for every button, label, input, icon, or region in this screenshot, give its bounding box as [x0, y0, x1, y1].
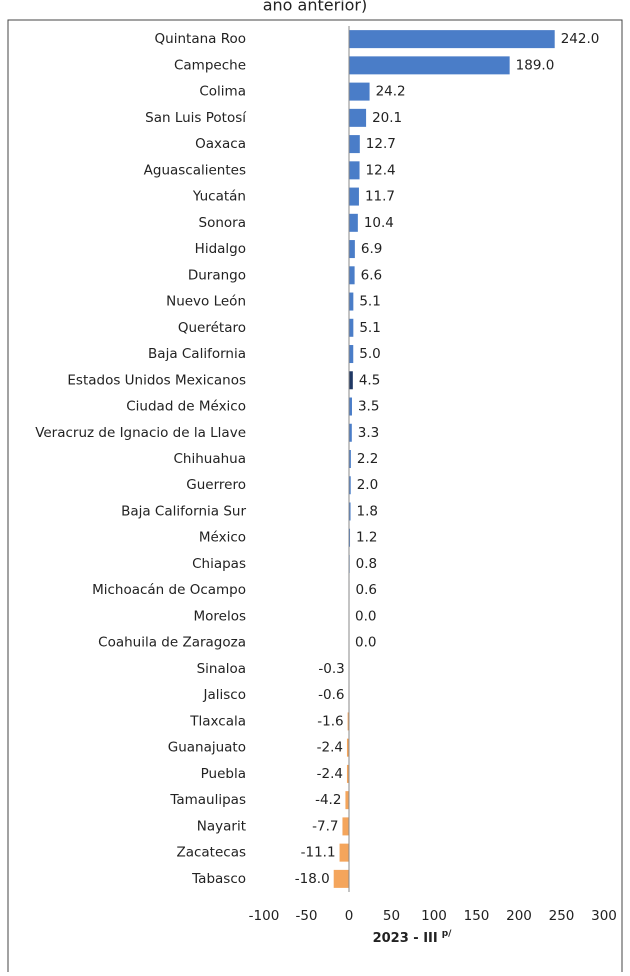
y-tick-label: Baja California Sur [121, 503, 246, 519]
bar [349, 214, 358, 232]
bar [349, 240, 355, 258]
y-tick-label: Guanajuato [168, 740, 246, 756]
value-label: 189.0 [516, 57, 555, 73]
x-tick-label: -50 [295, 908, 317, 924]
value-label: -4.2 [315, 792, 341, 808]
value-label: 3.5 [358, 399, 379, 415]
bar [349, 56, 510, 74]
y-tick-label: Quintana Roo [155, 31, 246, 47]
y-tick-label: Chiapas [192, 556, 246, 572]
value-label: -0.6 [318, 687, 344, 703]
bar [349, 319, 353, 337]
y-tick-label: Jalisco [203, 687, 246, 703]
y-tick-label: Colima [199, 84, 246, 100]
value-label: 24.2 [376, 84, 406, 100]
value-label: 2.0 [357, 477, 378, 493]
value-label: 6.6 [361, 267, 382, 283]
y-tick-label: Veracruz de Ignacio de la Llave [35, 425, 246, 441]
value-label: 11.7 [365, 189, 395, 205]
y-tick-label: Nuevo León [166, 294, 246, 310]
y-tick-label: Durango [188, 267, 246, 283]
y-tick-label: Estados Unidos Mexicanos [67, 372, 246, 388]
value-label: 0.0 [355, 608, 376, 624]
bar [349, 293, 353, 311]
value-label: -7.7 [312, 818, 338, 834]
y-tick-label: Hidalgo [195, 241, 246, 257]
bar [349, 83, 370, 101]
x-tick-label: 300 [591, 908, 617, 924]
x-tick-label: 0 [345, 908, 354, 924]
bar [349, 30, 555, 48]
y-tick-label: México [199, 530, 246, 546]
value-label: 1.8 [357, 503, 378, 519]
value-label: 20.1 [372, 110, 402, 126]
y-tick-label: Yucatán [192, 189, 246, 205]
bar [349, 266, 355, 284]
value-label: 5.1 [359, 294, 380, 310]
value-label: 6.9 [361, 241, 382, 257]
chart-title: año anterior) [263, 0, 368, 15]
y-tick-label: Guerrero [186, 477, 246, 493]
value-label: -18.0 [295, 871, 330, 887]
y-tick-label: Oaxaca [195, 136, 246, 152]
x-axis-label: 2023 - III p/ [373, 929, 453, 946]
y-tick-label: Tamaulipas [169, 792, 246, 808]
bar [349, 371, 353, 389]
value-label: 242.0 [561, 31, 600, 47]
y-tick-label: Zacatecas [176, 845, 246, 861]
y-tick-label: Chihuahua [173, 451, 246, 467]
bar [345, 791, 349, 809]
bar [334, 870, 349, 888]
y-tick-label: Ciudad de México [126, 399, 246, 415]
value-label: 10.4 [364, 215, 394, 231]
bar [349, 161, 360, 179]
bar [349, 135, 360, 153]
value-label: 2.2 [357, 451, 378, 467]
value-label: 0.6 [356, 582, 377, 598]
bar [342, 817, 349, 835]
y-tick-label: Coahuila de Zaragoza [98, 635, 246, 651]
x-tick-label: 150 [464, 908, 490, 924]
value-label: -2.4 [317, 740, 343, 756]
value-label: 12.4 [366, 162, 396, 178]
y-tick-label: Nayarit [197, 818, 246, 834]
value-label: 4.5 [359, 372, 380, 388]
value-label: 0.0 [355, 635, 376, 651]
y-tick-label: Morelos [193, 608, 246, 624]
value-label: 1.2 [356, 530, 377, 546]
y-tick-label: Tlaxcala [189, 713, 246, 729]
x-tick-label: 200 [506, 908, 532, 924]
bar [349, 188, 359, 206]
x-axis-label-sup: p/ [442, 929, 452, 939]
y-tick-label: Aguascalientes [144, 162, 246, 178]
y-tick-label: Sinaloa [197, 661, 246, 677]
x-tick-label: -100 [249, 908, 280, 924]
value-label: -11.1 [301, 845, 336, 861]
y-tick-label: Tabasco [191, 871, 246, 887]
x-tick-label: 250 [549, 908, 575, 924]
value-label: 5.0 [359, 346, 380, 362]
value-label: 3.3 [358, 425, 379, 441]
y-tick-label: Sonora [199, 215, 246, 231]
value-label: -2.4 [317, 766, 343, 782]
y-tick-label: Baja California [148, 346, 246, 362]
y-tick-label: San Luis Potosí [145, 110, 247, 126]
y-tick-label: Querétaro [178, 320, 246, 336]
value-label: -1.6 [317, 713, 343, 729]
bar [340, 844, 349, 862]
bar [349, 345, 353, 363]
x-tick-label: 50 [383, 908, 400, 924]
y-tick-label: Campeche [174, 57, 246, 73]
x-tick-label: 100 [421, 908, 447, 924]
value-label: 0.8 [356, 556, 377, 572]
value-label: 12.7 [366, 136, 396, 152]
value-label: 5.1 [359, 320, 380, 336]
bar [349, 109, 366, 127]
y-tick-label: Puebla [201, 766, 246, 782]
x-axis-label-main: 2023 - III [373, 931, 438, 946]
value-label: -0.3 [318, 661, 344, 677]
y-tick-label: Michoacán de Ocampo [92, 582, 246, 598]
